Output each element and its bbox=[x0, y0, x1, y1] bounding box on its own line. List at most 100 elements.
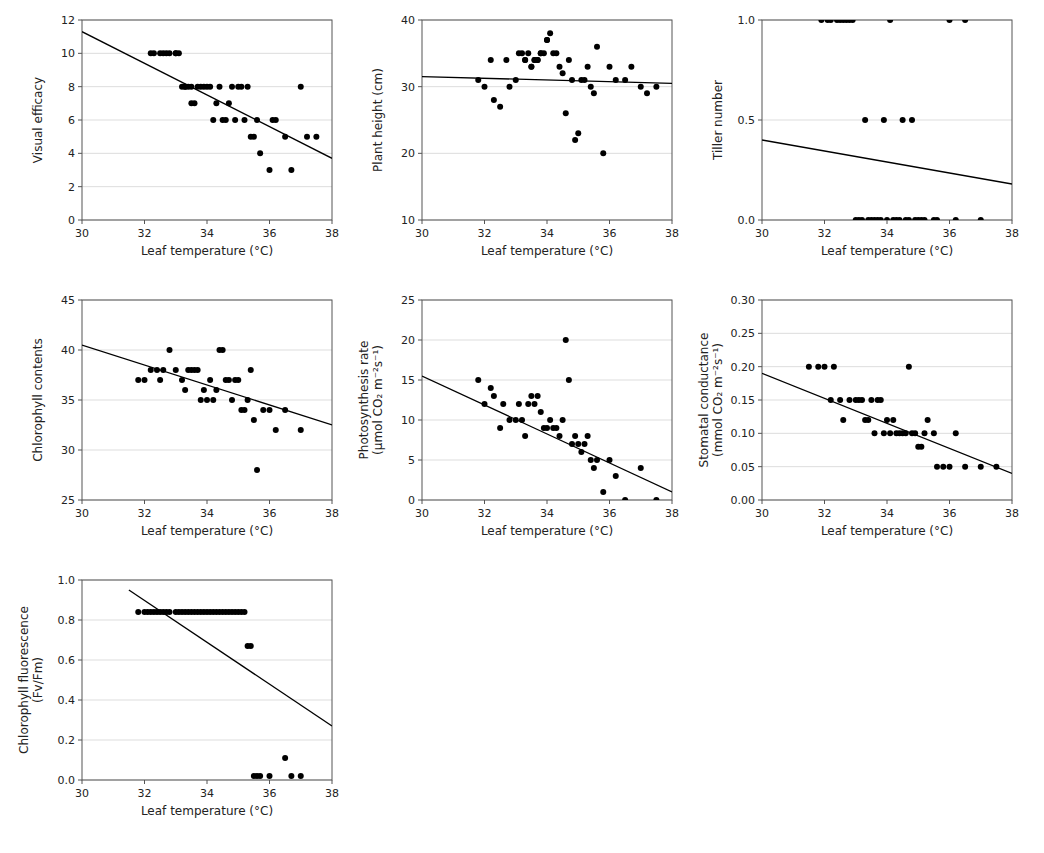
scatter-point bbox=[638, 465, 644, 471]
regression-line bbox=[762, 140, 1012, 184]
scatter-point bbox=[884, 217, 890, 220]
data-area bbox=[762, 20, 1012, 220]
scatter-point bbox=[947, 464, 953, 470]
scatter-point bbox=[535, 57, 541, 63]
y-tick bbox=[418, 420, 422, 421]
scatter-point bbox=[881, 117, 887, 123]
x-tick-label: 30 bbox=[75, 787, 89, 800]
scatter-point bbox=[553, 50, 559, 56]
regression-line bbox=[82, 345, 332, 425]
x-tick-label: 30 bbox=[415, 227, 429, 240]
scatter-point bbox=[167, 609, 173, 615]
x-tick-label: 34 bbox=[540, 507, 554, 520]
y-tick-label: 40 bbox=[401, 14, 415, 27]
y-tick bbox=[78, 350, 82, 351]
y-tick bbox=[78, 660, 82, 661]
scatter-point bbox=[547, 417, 553, 423]
y-tick-label: 0.20 bbox=[731, 361, 756, 374]
plot-frame bbox=[82, 580, 332, 780]
scatter-point bbox=[298, 773, 304, 779]
x-tick-label: 32 bbox=[478, 227, 492, 240]
y-tick-label: 0.2 bbox=[58, 734, 76, 747]
y-tick-label: 0.05 bbox=[731, 461, 756, 474]
regression-line bbox=[422, 77, 672, 84]
grid-line bbox=[82, 53, 332, 54]
y-tick bbox=[78, 20, 82, 21]
scatter-point bbox=[978, 464, 984, 470]
scatter-point bbox=[591, 465, 597, 471]
scatter-point bbox=[918, 444, 924, 450]
scatter-point bbox=[298, 84, 304, 90]
scatter-point bbox=[557, 433, 563, 439]
grid-line bbox=[82, 740, 332, 741]
y-tick bbox=[418, 20, 422, 21]
panel: 303234363810203040Leaf temperature (°C)P… bbox=[371, 14, 679, 258]
scatter-point bbox=[881, 430, 887, 436]
scatter-point bbox=[644, 90, 650, 96]
y-tick-label: 0.5 bbox=[738, 114, 756, 127]
y-tick bbox=[78, 580, 82, 581]
x-tick-label: 38 bbox=[325, 507, 339, 520]
y-axis-label-line: (μmol CO₂ m⁻²s⁻¹) bbox=[371, 345, 385, 455]
y-tick-label: 0.10 bbox=[731, 427, 756, 440]
scatter-point bbox=[167, 347, 173, 353]
scatter-point bbox=[513, 77, 519, 83]
scatter-point bbox=[622, 497, 628, 500]
scatter-point bbox=[922, 217, 928, 220]
scatter-point bbox=[288, 773, 294, 779]
x-tick bbox=[547, 500, 548, 504]
y-tick bbox=[418, 300, 422, 301]
x-tick bbox=[332, 220, 333, 224]
x-tick-label: 30 bbox=[75, 507, 89, 520]
scatter-point bbox=[273, 427, 279, 433]
scatter-point bbox=[135, 377, 141, 383]
y-tick bbox=[758, 400, 762, 401]
scatter-point bbox=[198, 397, 204, 403]
scatter-point bbox=[522, 57, 528, 63]
scatter-point bbox=[815, 364, 821, 370]
scatter-point bbox=[195, 367, 201, 373]
scatter-point bbox=[223, 117, 229, 123]
scatter-point bbox=[135, 609, 141, 615]
x-tick bbox=[887, 500, 888, 504]
scatter-point bbox=[210, 397, 216, 403]
scatter-point bbox=[298, 427, 304, 433]
y-axis-label-line: Photosynthesis rate bbox=[357, 341, 371, 460]
y-axis-label-line: Tiller number bbox=[711, 80, 725, 161]
y-tick bbox=[418, 340, 422, 341]
scatter-point bbox=[229, 397, 235, 403]
grid-line bbox=[82, 120, 332, 121]
x-tick-label: 36 bbox=[263, 227, 277, 240]
y-axis-label: Visual efficacy bbox=[31, 77, 45, 163]
scatter-point bbox=[260, 407, 266, 413]
y-tick-label: 0.8 bbox=[58, 614, 76, 627]
scatter-point bbox=[560, 417, 566, 423]
scatter-point bbox=[257, 150, 263, 156]
scatter-point bbox=[831, 364, 837, 370]
scatter-point bbox=[528, 64, 534, 70]
x-tick-label: 36 bbox=[603, 227, 617, 240]
scatter-point bbox=[535, 57, 541, 63]
scatter-point bbox=[553, 425, 559, 431]
scatter-point bbox=[934, 464, 940, 470]
x-tick bbox=[144, 220, 145, 224]
scatter-point bbox=[151, 50, 157, 56]
x-tick-label: 38 bbox=[325, 787, 339, 800]
scatter-point bbox=[220, 347, 226, 353]
y-tick bbox=[78, 740, 82, 741]
x-tick-label: 36 bbox=[263, 787, 277, 800]
y-tick-label: 1.0 bbox=[738, 14, 756, 27]
scatter-point bbox=[862, 117, 868, 123]
y-tick-label: 8 bbox=[68, 81, 75, 94]
data-area bbox=[422, 337, 672, 500]
grid-line bbox=[762, 366, 1012, 367]
scatter-point bbox=[840, 417, 846, 423]
scatter-point bbox=[582, 77, 588, 83]
y-tick bbox=[78, 300, 82, 301]
scatter-point bbox=[822, 364, 828, 370]
scatter-point bbox=[600, 489, 606, 495]
scatter-point bbox=[828, 20, 834, 23]
grid-line bbox=[422, 340, 672, 341]
scatter-point bbox=[482, 84, 488, 90]
scatter-point bbox=[288, 167, 294, 173]
